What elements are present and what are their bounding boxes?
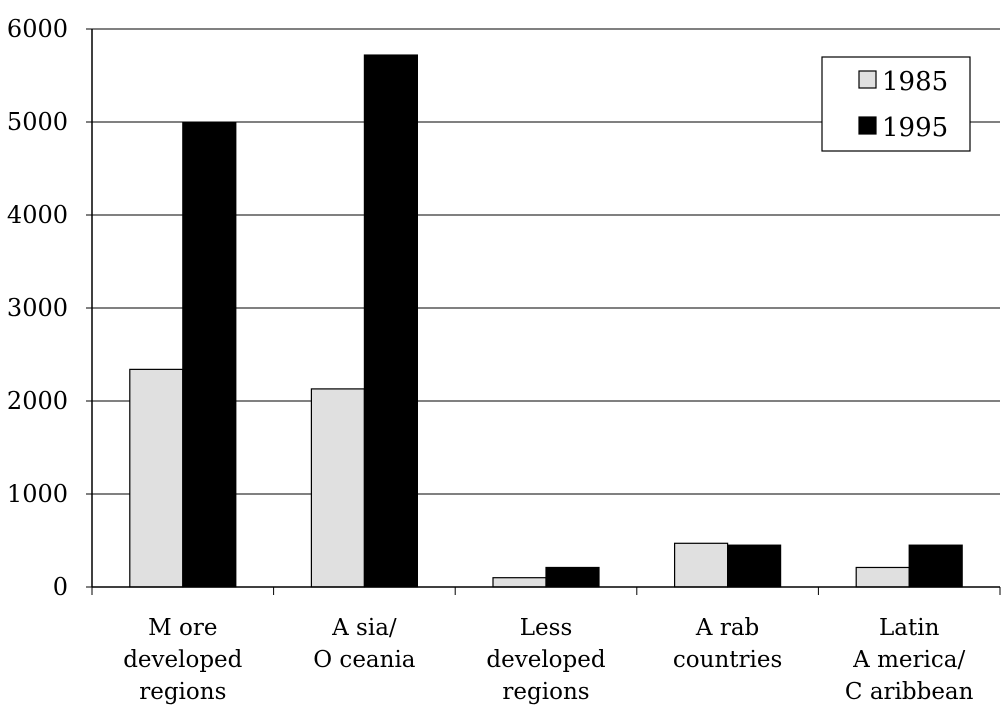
- legend-label-1985: 1985: [882, 67, 948, 97]
- x-category-label: A rab: [695, 615, 759, 641]
- bar-1985-1: [310, 388, 365, 588]
- axes: [86, 28, 1001, 595]
- bar-1995-4: [908, 544, 963, 588]
- y-tick-labels: 0 1000 2000 3000 4000 5000 6000: [7, 15, 68, 601]
- x-category-labels: M ore developed regions A sia/O ceania Less d…: [123, 615, 973, 705]
- x-category-label: Latin: [879, 615, 940, 641]
- bars: [129, 54, 963, 588]
- bar-1985-3: [673, 542, 729, 588]
- bar-1985-2: [492, 577, 547, 588]
- y-tick-label: 4000: [7, 201, 68, 229]
- legend-label-1995: 1995: [882, 113, 948, 143]
- gridlines: [92, 28, 1000, 495]
- x-category-label: C aribbean: [845, 679, 974, 705]
- y-tick-label: 3000: [7, 294, 68, 322]
- x-category-label: developed: [123, 647, 242, 673]
- y-tick-label: 2000: [7, 387, 68, 415]
- bar-1995-2: [545, 566, 600, 588]
- y-tick-label: 6000: [7, 15, 68, 43]
- bar-1995-1: [363, 54, 418, 588]
- y-tick-label: 1000: [7, 480, 68, 508]
- legend: 1985 1995: [821, 56, 971, 152]
- x-category-label: regions: [502, 679, 589, 705]
- y-tick-label: 0: [53, 573, 68, 601]
- x-category-label: M ore: [148, 615, 217, 641]
- bar-1995-0: [182, 122, 237, 588]
- legend-swatch-1985: [858, 70, 877, 89]
- x-category-label: regions: [139, 679, 226, 705]
- bar-1985-0: [129, 368, 184, 588]
- x-category-label: A merica/: [852, 647, 965, 673]
- legend-swatch-1995: [858, 116, 877, 135]
- x-category-label: countries: [673, 647, 782, 673]
- x-category-label: Less: [520, 615, 573, 641]
- bar-1985-4: [855, 566, 910, 588]
- x-category-label: developed: [486, 647, 605, 673]
- legend-box: [821, 56, 971, 152]
- x-category-label: O ceania: [313, 647, 416, 673]
- x-category-label: A sia/: [331, 615, 397, 641]
- y-tick-label: 5000: [7, 108, 68, 136]
- bar-1995-3: [726, 544, 782, 588]
